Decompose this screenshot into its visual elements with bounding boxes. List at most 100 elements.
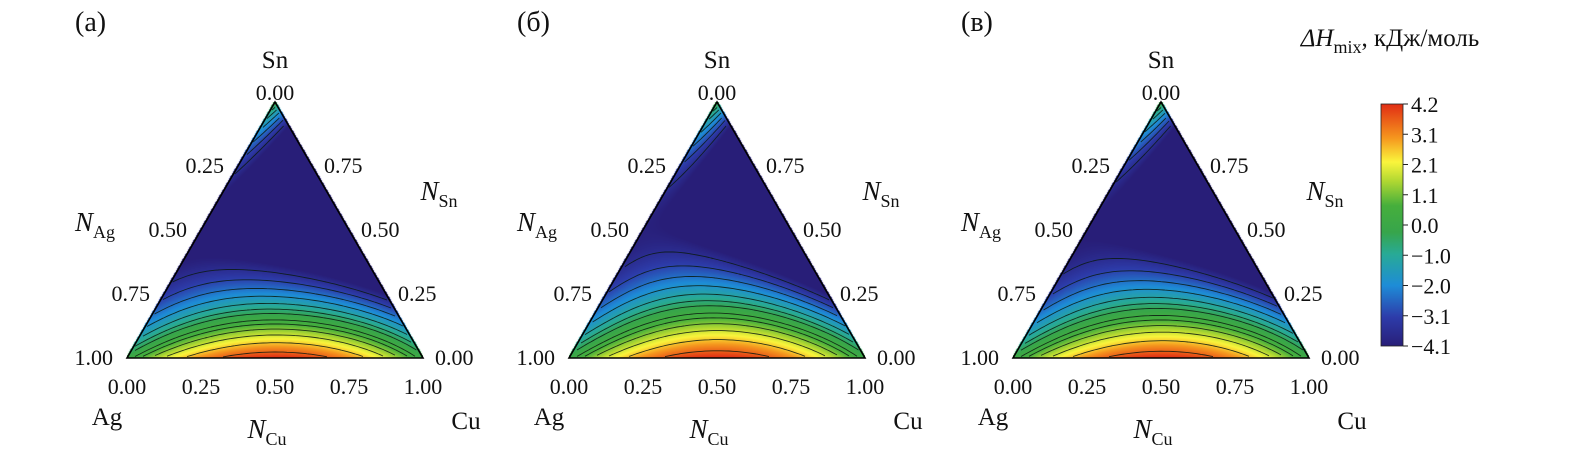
contour-line	[142, 323, 408, 357]
tick-label-left: 0.75	[554, 281, 593, 306]
tick-label-bottom: 0.25	[624, 374, 663, 399]
tick-label-top: 0.00	[256, 80, 295, 105]
axis-label-n-sn: NSn	[861, 176, 899, 211]
contour-line	[580, 107, 854, 344]
tick-label-right: 0.75	[1210, 153, 1249, 178]
tick-label-left: 0.50	[1035, 217, 1074, 242]
tick-label-top: 0.00	[1142, 80, 1181, 105]
vertex-label-cu: Cu	[1337, 408, 1367, 435]
heatmap-surface	[127, 102, 423, 358]
contour-line	[596, 323, 838, 356]
tick-label-left: 0.25	[628, 153, 667, 178]
tick-label-right: 0.00	[1321, 345, 1360, 370]
tick-label-bottom: 0.25	[1068, 374, 1107, 399]
contour-line	[628, 339, 806, 357]
contour-line	[154, 117, 396, 317]
contour-line	[584, 317, 850, 357]
tick-label-bottom: 0.75	[330, 374, 369, 399]
tick-label-left: 0.75	[998, 281, 1037, 306]
contour-line	[146, 112, 404, 327]
contour-line	[576, 305, 859, 351]
triangle-frame	[1011, 100, 1311, 359]
tick-label-left: 0.25	[1072, 153, 1111, 178]
contour-line	[600, 117, 838, 317]
tick-label-left: 0.75	[112, 281, 151, 306]
tick-label-bottom: 0.00	[108, 374, 147, 399]
tick-label-bottom: 1.00	[1290, 374, 1329, 399]
contour-line	[592, 112, 846, 327]
contour-line	[1020, 307, 1304, 351]
colorbar-tick-label: −1.0	[1411, 243, 1451, 268]
axis-label-n-ag: NAg	[74, 207, 115, 242]
colorbar-tick-label: 3.1	[1411, 122, 1439, 147]
axis-label-n-cu: NCu	[1132, 414, 1172, 449]
triangle-frame	[125, 100, 425, 359]
contour-line	[134, 319, 416, 357]
ternary-panel-1: (а) Sn Ag Cu 0.00 0.25 0.50 0.75 1.00 0.00 0.25 0.5…	[74, 7, 481, 449]
panel-label: (б)	[517, 7, 550, 38]
contour-line	[1040, 325, 1282, 356]
axis-label-n-cu: NCu	[246, 414, 286, 449]
contour-line	[134, 107, 412, 347]
vertex-label-cu: Cu	[893, 408, 923, 435]
contour-line	[142, 109, 408, 337]
vertex-label-sn: Sn	[262, 47, 289, 74]
tick-label-right: 0.00	[435, 345, 474, 370]
axis-label-n-ag: NAg	[516, 207, 557, 242]
tick-label-bottom: 0.50	[698, 374, 737, 399]
tick-label-bottom: 0.50	[256, 374, 295, 399]
ternary-panel-3: (в) Sn Ag Cu 0.00 0.25 0.50 0.75 1.00 0.00 0.25 0.5…	[960, 7, 1367, 449]
tick-label-left: 1.00	[75, 345, 114, 370]
contour-line	[1028, 109, 1294, 336]
heatmap-surface	[1013, 102, 1309, 358]
contour-line	[1028, 319, 1294, 357]
axis-label-n-ag: NAg	[960, 207, 1001, 242]
contour-line	[1072, 340, 1250, 357]
contour-line	[576, 312, 858, 357]
colorbar-tick-label: −4.1	[1411, 334, 1451, 359]
tick-label-right: 0.75	[324, 153, 363, 178]
vertex-label-ag: Ag	[534, 404, 565, 431]
contour-line	[584, 109, 850, 335]
contour-line	[1052, 120, 1278, 307]
contour-line	[162, 119, 392, 309]
contour-line	[608, 120, 834, 309]
tick-label-right: 0.50	[1247, 217, 1286, 242]
colorbar-gradient	[1380, 103, 1404, 347]
vertex-label-sn: Sn	[1148, 47, 1175, 74]
tick-label-left: 0.50	[591, 217, 630, 242]
contour-line	[172, 125, 388, 301]
contour-line	[1024, 107, 1299, 344]
tick-label-left: 1.00	[517, 345, 556, 370]
tick-label-right: 0.00	[877, 345, 916, 370]
vertex-label-ag: Ag	[978, 404, 1009, 431]
colorbar-tick-label: 0.0	[1411, 213, 1439, 238]
vertex-label-sn: Sn	[704, 47, 731, 74]
tick-label-bottom: 0.25	[182, 374, 221, 399]
axis-label-n-cu: NCu	[688, 414, 728, 449]
contour-line	[1108, 350, 1214, 358]
colorbar-tick-label: 2.1	[1411, 153, 1439, 178]
tick-label-left: 1.00	[961, 345, 1000, 370]
tick-label-right: 0.75	[766, 153, 805, 178]
colorbar: 4.2 3.1 2.1 1.1 0.0 −1.0 −2.0 −3.1 −4.1 ΔHmix, кД…	[1300, 25, 1480, 359]
tick-label-left: 0.25	[186, 153, 225, 178]
axis-label-n-sn: NSn	[1305, 176, 1343, 211]
contour-line	[1052, 331, 1270, 357]
tick-label-right: 0.25	[840, 281, 879, 306]
panel-label: (в)	[961, 7, 993, 38]
tick-label-bottom: 0.00	[994, 374, 1033, 399]
panel-label: (а)	[75, 7, 106, 38]
contour-line	[134, 313, 417, 351]
vertex-label-cu: Cu	[451, 408, 481, 435]
colorbar-tick-label: −2.0	[1411, 274, 1451, 299]
tick-label-bottom: 0.75	[772, 374, 811, 399]
contour-line	[1043, 117, 1282, 315]
contour-line	[154, 328, 396, 356]
vertex-label-ag: Ag	[92, 404, 123, 431]
contour-line	[608, 330, 826, 357]
colorbar-tick-label: 4.2	[1411, 92, 1439, 117]
triangle-frame	[567, 100, 867, 359]
tick-label-bottom: 0.00	[550, 374, 589, 399]
tick-label-bottom: 0.50	[1142, 374, 1181, 399]
